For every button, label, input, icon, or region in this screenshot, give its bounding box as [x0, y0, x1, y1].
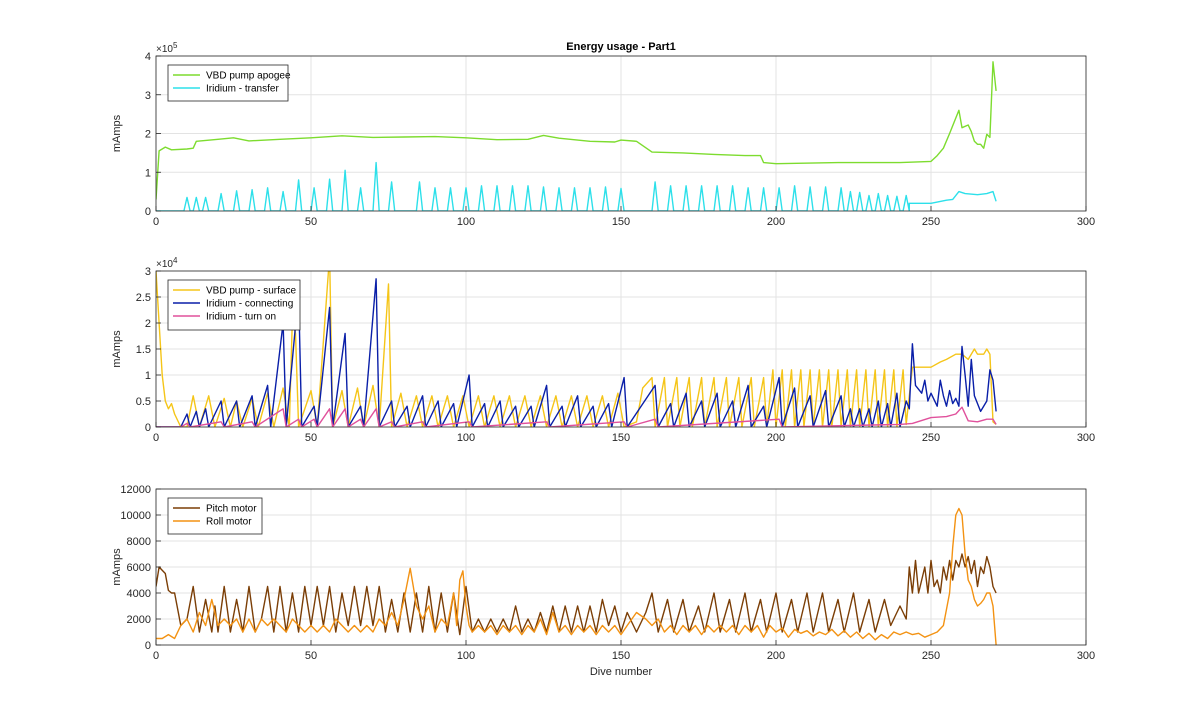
legend-entry: VBD pump apogee: [206, 71, 291, 82]
legend: VBD pump - surface Iridium - connecting Ir…: [167, 279, 301, 331]
x-tick-label: 0: [153, 216, 159, 228]
x-tick-label: 250: [922, 432, 940, 444]
x-tick-label: 100: [457, 432, 475, 444]
legend: Pitch motor Roll motor: [167, 497, 263, 535]
x-tick-label: 150: [612, 432, 630, 444]
series-line-roll-motor: [156, 507, 997, 645]
y-tick-label: 12000: [120, 484, 151, 496]
legend-entry: Pitch motor: [206, 504, 257, 515]
y-tick-label: 4: [145, 51, 151, 63]
y-axis-label: mAmps: [111, 330, 123, 368]
x-tick-label: 300: [1077, 216, 1095, 228]
x-tick-label: 200: [767, 650, 785, 662]
y-tick-label: 4000: [127, 588, 151, 600]
x-tick-label: 50: [305, 432, 317, 444]
figure-title: Energy usage - Part1: [566, 41, 675, 53]
legend-box: [167, 64, 289, 102]
y-tick-label: 10000: [120, 510, 151, 522]
y-tick-label: 1: [145, 167, 151, 179]
y-axis-label: mAmps: [111, 548, 123, 586]
series-line-vbd-pump-surface: [156, 271, 997, 427]
axes-2: 0 50 100 150 200 250 300 0 0.5 1 1.5 2 2.5 3 ×104 mAmps…: [111, 256, 1095, 444]
x-tick-label: 250: [922, 650, 940, 662]
x-tick-label: 200: [767, 432, 785, 444]
x-tick-label: 150: [612, 216, 630, 228]
x-tick-label: 200: [767, 216, 785, 228]
y-exponent-label: ×104: [156, 256, 178, 270]
y-tick-label: 2.5: [136, 292, 151, 304]
axes-3: 0 50 100 150 200 250 300 0 2000 4000 6000 8000 10000…: [111, 484, 1095, 662]
x-tick-label: 300: [1077, 432, 1095, 444]
y-tick-label: 0: [145, 640, 151, 652]
legend-box: [167, 497, 263, 535]
x-tick-label: 50: [305, 650, 317, 662]
y-exponent-label: ×105: [156, 41, 178, 55]
y-tick-label: 2: [145, 318, 151, 330]
y-tick-label: 2: [145, 129, 151, 141]
x-tick-label: 50: [305, 216, 317, 228]
y-tick-label: 1: [145, 370, 151, 382]
x-tick-label: 100: [457, 216, 475, 228]
x-tick-label: 0: [153, 650, 159, 662]
y-tick-label: 3: [145, 90, 151, 102]
x-axis-label: Dive number: [590, 666, 653, 678]
series-line-iridium-connecting: [156, 278, 997, 427]
x-tick-label: 250: [922, 216, 940, 228]
y-tick-label: 0: [145, 206, 151, 218]
y-tick-label: 6000: [127, 562, 151, 574]
legend-box: [167, 279, 301, 331]
y-tick-label: 2000: [127, 614, 151, 626]
legend-entry: Roll motor: [206, 517, 252, 528]
legend-entry: Iridium - turn on: [206, 312, 276, 323]
axes-1: 0 50 100 150 200 250 300 0 1 2 3 4 ×105 mAmps VBD pump…: [111, 41, 1095, 228]
x-tick-label: 0: [153, 432, 159, 444]
x-tick-label: 300: [1077, 650, 1095, 662]
series-line-iridium-turn-on: [156, 406, 997, 427]
legend: VBD pump apogee Iridium - transfer: [167, 64, 291, 102]
legend-entry: Iridium - connecting: [206, 299, 293, 310]
y-tick-label: 0.5: [136, 396, 151, 408]
series-line-vbd-pump-apogee: [156, 61, 997, 200]
y-tick-label: 0: [145, 422, 151, 434]
legend-entry: Iridium - transfer: [206, 84, 279, 95]
series-line-iridium-transfer: [156, 161, 997, 211]
y-axis-label: mAmps: [111, 114, 123, 152]
y-tick-label: 8000: [127, 536, 151, 548]
x-tick-label: 100: [457, 650, 475, 662]
x-tick-label: 150: [612, 650, 630, 662]
legend-entry: VBD pump - surface: [206, 286, 296, 297]
series-line-pitch-motor: [156, 553, 997, 636]
y-tick-label: 1.5: [136, 344, 151, 356]
y-tick-label: 3: [145, 266, 151, 278]
